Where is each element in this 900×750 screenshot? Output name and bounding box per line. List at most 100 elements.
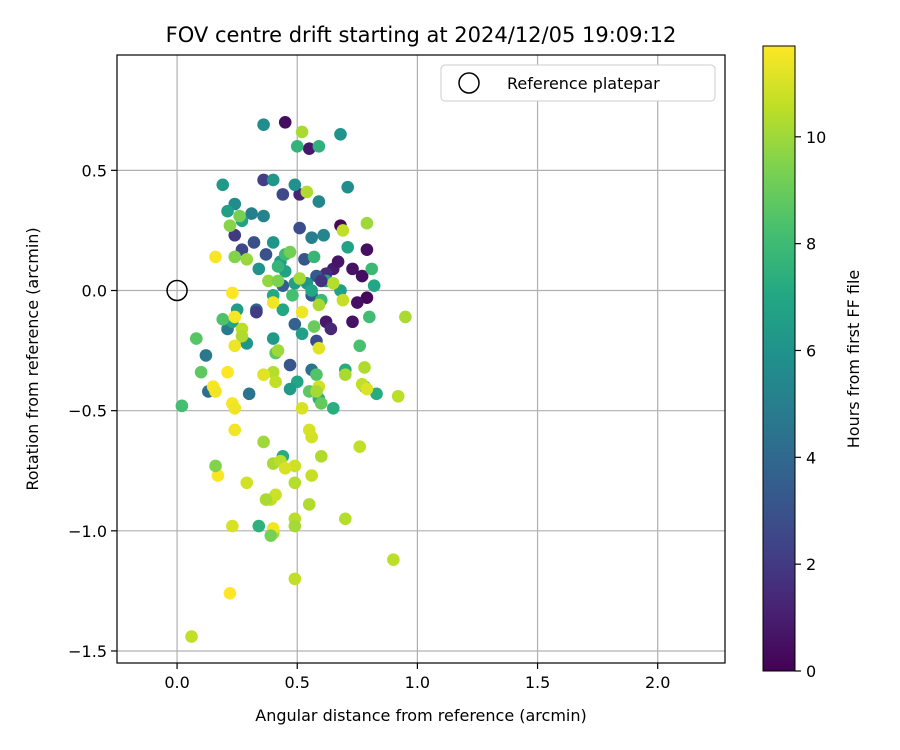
- scatter-point: [288, 178, 302, 192]
- scatter-point: [250, 305, 263, 319]
- scatter-point: [286, 289, 299, 302]
- scatter-point: [209, 459, 222, 473]
- scatter-point: [300, 185, 314, 199]
- legend-reference-marker: [458, 72, 480, 94]
- scatter-point: [307, 250, 321, 264]
- scatter-point: [257, 209, 270, 223]
- x-axis-ticks: 0.0 0.5 1.0 1.5 2.0: [164, 663, 670, 692]
- scatter-point: [360, 216, 374, 230]
- scatter-point: [346, 262, 359, 276]
- scatter-point: [314, 274, 328, 288]
- scatter-point: [295, 305, 309, 319]
- scatter-point: [288, 519, 302, 533]
- scatter-point: [252, 262, 266, 276]
- scatter-point: [226, 286, 239, 300]
- scatter-point: [367, 279, 381, 293]
- scatter-point: [355, 269, 369, 283]
- plot-frame: [116, 54, 726, 664]
- colorbar-tick-label: 8: [806, 235, 816, 254]
- scatter-point: [302, 498, 316, 511]
- scatter-point: [331, 255, 345, 268]
- scatter-point: [307, 320, 321, 333]
- scatter-point: [310, 385, 323, 398]
- scatter-point: [259, 248, 273, 261]
- scatter-point: [276, 303, 290, 317]
- scatter-point: [298, 252, 311, 266]
- colorbar-tick-label: 2: [806, 555, 816, 574]
- scatter-point: [351, 296, 364, 309]
- scatter-point: [336, 224, 350, 237]
- scatter-point: [305, 469, 318, 482]
- scatter-point: [223, 219, 237, 232]
- scatter-point: [228, 228, 242, 242]
- scatter-point: [339, 368, 352, 381]
- scatter-point: [211, 469, 225, 482]
- scatter-point: [245, 207, 258, 220]
- scatter-point: [326, 401, 340, 415]
- y-axis-label: Rotation from reference (arcmin): [23, 227, 42, 490]
- grid-lines: [117, 55, 725, 663]
- scatter-point: [293, 272, 306, 285]
- scatter-point: [305, 284, 318, 297]
- scatter-point: [221, 365, 234, 379]
- scatter-point: [360, 243, 374, 256]
- y-tick-label: −1.5: [68, 642, 107, 661]
- colorbar-tick-label: 6: [806, 341, 816, 360]
- scatter-point: [223, 587, 237, 600]
- scatter-point: [293, 221, 306, 235]
- y-tick-label: −0.5: [68, 402, 107, 421]
- scatter-point: [271, 274, 285, 288]
- scatter-point: [288, 459, 302, 473]
- scatter-point: [247, 236, 261, 249]
- scatter-point: [341, 180, 355, 194]
- scatter-point: [252, 519, 266, 533]
- scatter-point: [216, 178, 230, 192]
- scatter-point: [324, 322, 338, 336]
- scatter-point: [283, 358, 297, 372]
- scatter-point: [314, 450, 328, 463]
- scatter-point: [226, 519, 239, 533]
- colorbar-ticks: 0 2 4 6 8 10: [795, 128, 826, 681]
- x-tick-label: 1.5: [525, 673, 550, 692]
- scatter-point: [336, 293, 350, 307]
- scatter-point: [288, 317, 302, 331]
- scatter-point: [346, 315, 359, 329]
- x-tick-label: 2.0: [645, 673, 670, 692]
- scatter-point: [391, 389, 405, 403]
- y-tick-label: −1.0: [68, 522, 107, 541]
- scatter-point: [175, 399, 189, 413]
- scatter-point: [240, 476, 254, 490]
- scatter-point: [312, 140, 326, 153]
- y-axis-ticks: −1.5 −1.0 −0.5 0.0 0.5: [68, 161, 117, 661]
- scatter-point: [235, 329, 249, 343]
- scatter-point: [302, 423, 316, 437]
- x-axis-label: Angular distance from reference (arcmin): [255, 706, 586, 725]
- scatter-point: [334, 128, 347, 141]
- scatter-point: [257, 118, 270, 131]
- scatter-point: [358, 361, 371, 374]
- scatter-point: [264, 529, 278, 542]
- scatter-point: [295, 327, 309, 341]
- colorbar-gradient: [763, 46, 795, 671]
- scatter-point: [276, 188, 290, 201]
- scatter-point: [360, 382, 374, 396]
- colorbar-tick-label: 4: [806, 448, 816, 467]
- scatter-point: [295, 125, 309, 139]
- colorbar: 0 2 4 6 8 10 Hours from first FF file: [762, 45, 863, 681]
- scatter-point: [365, 262, 379, 276]
- colorbar-frame: [762, 45, 796, 672]
- scatter-point: [317, 228, 330, 242]
- scatter-point: [242, 387, 256, 401]
- scatter-point: [305, 231, 318, 244]
- scatter-point: [302, 142, 316, 156]
- scatter-point: [288, 476, 302, 490]
- scatter-point: [278, 115, 292, 129]
- scatter-points: [175, 115, 412, 643]
- scatter-point: [228, 401, 242, 415]
- scatter-point: [228, 250, 242, 264]
- scatter-point: [326, 277, 340, 290]
- scatter-point: [199, 349, 213, 362]
- scatter-point: [290, 140, 304, 153]
- scatter-point: [257, 435, 270, 449]
